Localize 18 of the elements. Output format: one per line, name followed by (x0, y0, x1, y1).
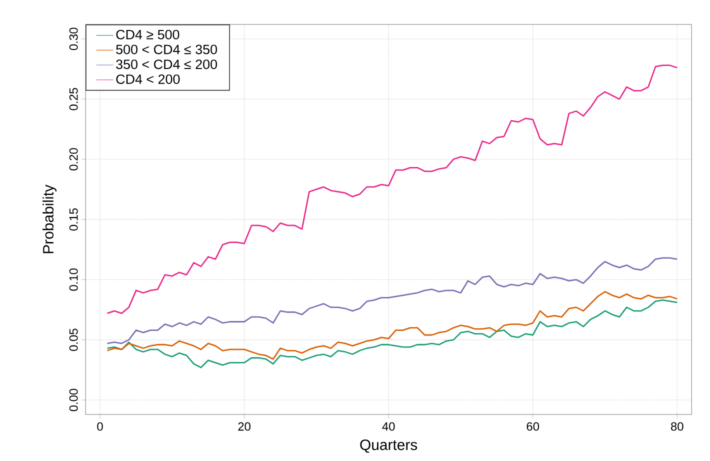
legend-label: CD4 ≥ 500 (116, 30, 180, 40)
x-axis-title: Quarters (360, 440, 418, 453)
legend-label: 500 < CD4 ≤ 350 (116, 44, 217, 54)
y-axis-title: Probability (42, 184, 56, 254)
x-tick-label: 20 (238, 422, 250, 431)
y-tick-label: 0.15 (69, 208, 78, 231)
y-tick-label: 0.20 (69, 148, 78, 170)
x-tick-label: 40 (382, 422, 395, 431)
y-tick-label: 0.05 (69, 328, 78, 351)
legend-label: 350 < CD4 ≤ 200 (116, 60, 217, 70)
y-tick-label: 0.10 (69, 268, 78, 291)
y-tick-label: 0.25 (69, 88, 78, 110)
legend-label: CD4 < 200 (116, 74, 180, 84)
x-tick-label: 60 (526, 422, 540, 431)
y-tick-label: 0.00 (69, 388, 78, 412)
x-tick-label: 80 (671, 422, 684, 431)
x-tick-label: 0 (97, 422, 103, 431)
y-tick-label: 0.30 (69, 28, 78, 50)
